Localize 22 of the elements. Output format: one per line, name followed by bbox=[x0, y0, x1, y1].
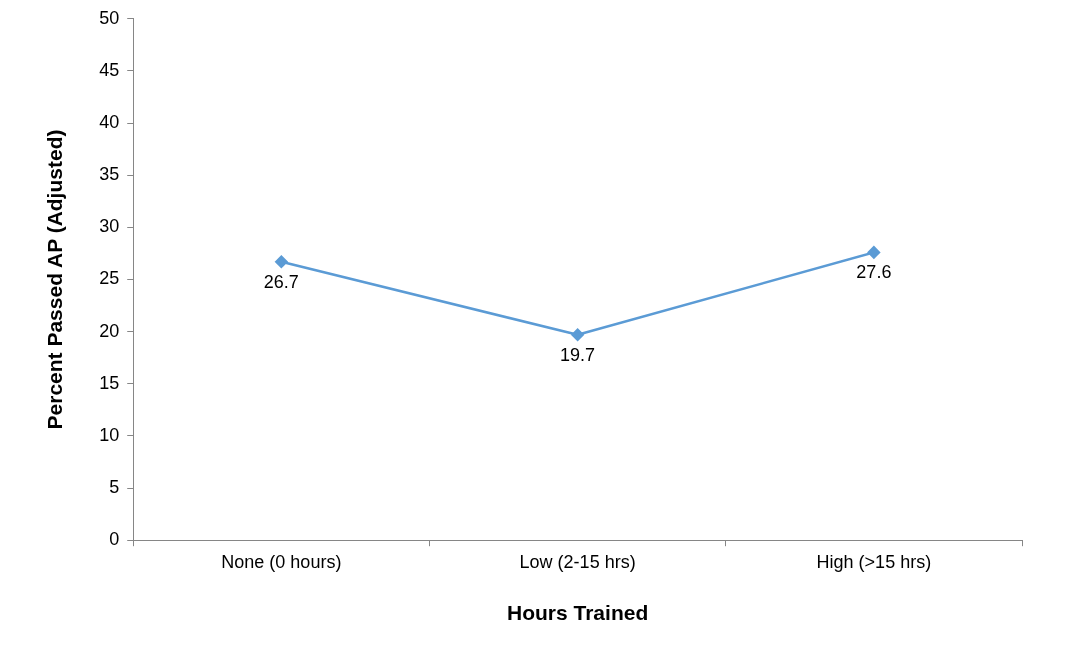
y-tick-label: 20 bbox=[99, 320, 120, 341]
x-tick-label: Low (2-15 hrs) bbox=[519, 551, 636, 572]
y-tick-label: 5 bbox=[109, 477, 120, 498]
y-tick-label: 45 bbox=[99, 59, 120, 80]
y-tick-label: 15 bbox=[99, 372, 120, 393]
y-tick-label: 25 bbox=[99, 268, 120, 289]
y-tick-label: 35 bbox=[99, 164, 120, 185]
point bbox=[275, 255, 288, 269]
x-tick-label: None (0 hours) bbox=[221, 551, 342, 572]
y-tick-label: 30 bbox=[99, 216, 120, 237]
y-tick-label: 0 bbox=[109, 529, 120, 550]
data-label: 26.7 bbox=[263, 271, 299, 292]
y-axis-title: Percent Passed AP (Adjusted) bbox=[43, 129, 67, 430]
x-tick-label: High (>15 hrs) bbox=[816, 551, 932, 572]
point bbox=[571, 328, 584, 342]
data-label: 19.7 bbox=[560, 344, 596, 365]
y-tick-label: 50 bbox=[99, 7, 120, 28]
y-tick-label: 40 bbox=[99, 112, 120, 133]
y-tick-label: 10 bbox=[99, 424, 120, 445]
data-label: 27.6 bbox=[856, 262, 892, 283]
point bbox=[867, 246, 881, 259]
x-axis-title: Hours Trained bbox=[507, 601, 649, 625]
